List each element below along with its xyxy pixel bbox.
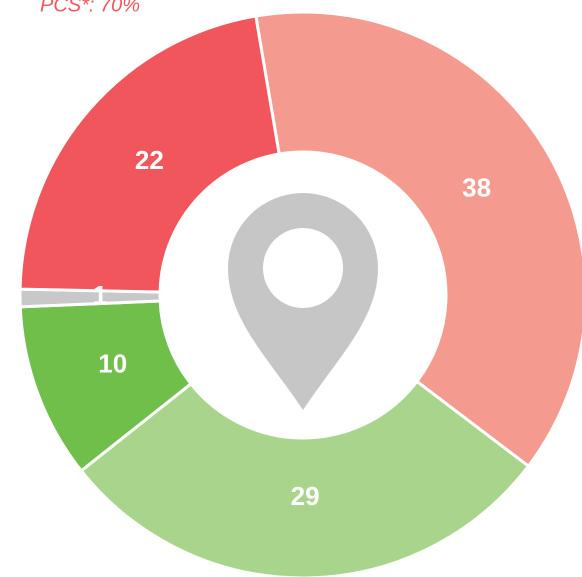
- value-label: 22: [135, 145, 164, 175]
- value-label: 10: [98, 349, 127, 379]
- slices: [18, 10, 582, 577]
- annotation: PCS*: 70%: [40, 0, 140, 16]
- value-label: 29: [291, 481, 320, 511]
- slice: [18, 14, 281, 294]
- value-label: 1: [93, 280, 107, 310]
- slice: [79, 379, 531, 577]
- labels: 38 29 10 1 22: [93, 145, 491, 511]
- slice: [254, 10, 582, 469]
- pin-icon: [228, 193, 378, 410]
- value-label: 38: [462, 173, 491, 203]
